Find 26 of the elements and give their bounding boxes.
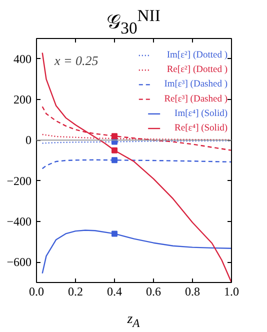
x-axis-title: z$_{A}$ — [126, 311, 141, 332]
y-tick-label: −200 — [6, 174, 32, 188]
legend-label: Re[ε²] (Dotted ) — [166, 65, 228, 76]
line-series — [42, 230, 232, 274]
legend-label: Re[ε³] (Dashed ) — [164, 94, 228, 104]
x-tick-label: 0.0 — [29, 284, 44, 298]
point — [112, 147, 118, 154]
point — [112, 133, 118, 140]
x-tick-label: 0.6 — [146, 284, 161, 298]
y-tick-label: 0 — [26, 133, 32, 148]
y-tick-label: 400 — [14, 52, 32, 66]
x-tick-label: 1.0 — [224, 284, 239, 298]
x-tick-label: 0.8 — [185, 284, 200, 298]
point — [112, 230, 118, 237]
line-series — [42, 52, 232, 282]
legend-label: Im[ε²] (Dotted ) — [166, 50, 228, 60]
x-tick-label: 0.4 — [107, 284, 122, 298]
annotation: x = 0.25 — [54, 53, 99, 68]
x-tick-label: 0.2 — [68, 284, 83, 298]
point — [112, 157, 118, 164]
y-tick-label: −400 — [6, 214, 32, 228]
y-tick-label: 200 — [14, 92, 32, 106]
legend-label: Re[ε⁴] (Solid) — [174, 124, 228, 134]
legend-label: Im[ε³] (Dashed ) — [164, 80, 228, 90]
y-tick-label: −600 — [6, 255, 32, 270]
legend-label: Im[ε⁴] (Solid) — [174, 108, 228, 119]
